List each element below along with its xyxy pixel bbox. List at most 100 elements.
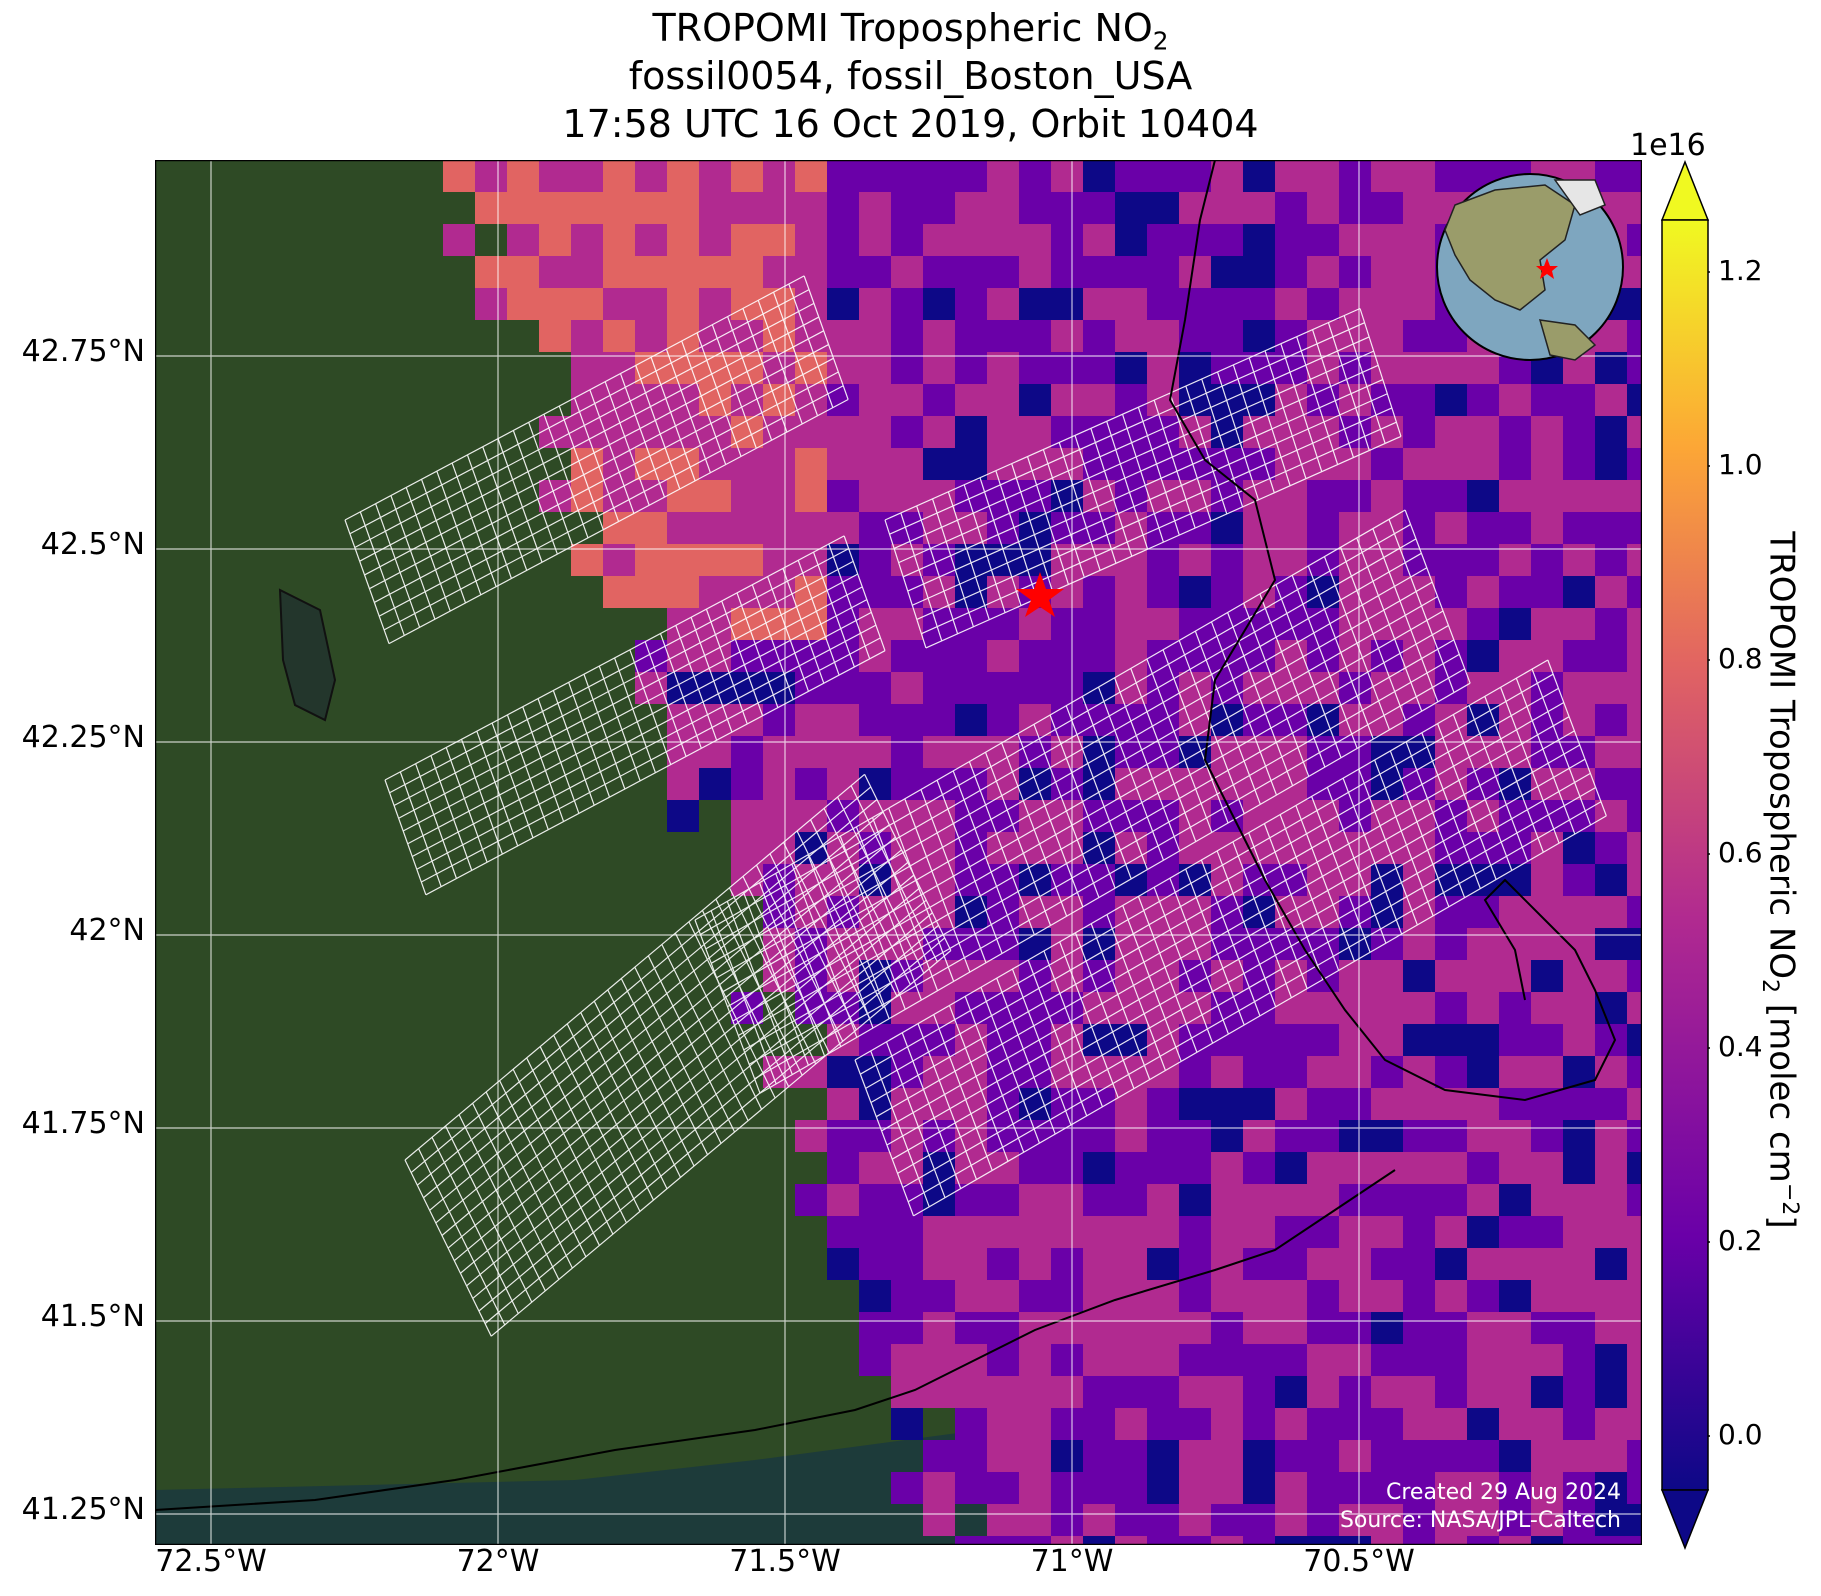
no2-pixel — [1627, 480, 1642, 512]
colorbar-body — [1661, 219, 1709, 1491]
no2-pixel — [1179, 1216, 1211, 1248]
no2-pixel — [1019, 960, 1051, 992]
no2-pixel — [1211, 512, 1243, 544]
no2-pixel — [1307, 256, 1339, 288]
no2-pixel — [1627, 1120, 1642, 1152]
no2-pixel — [763, 192, 795, 224]
no2-pixel — [1083, 768, 1115, 800]
no2-pixel — [1211, 320, 1243, 352]
no2-pixel — [1243, 288, 1275, 320]
no2-pixel — [1563, 1280, 1595, 1312]
no2-pixel — [1563, 1024, 1595, 1056]
globe-south-america — [1538, 319, 1597, 361]
no2-pixel — [1339, 1248, 1371, 1280]
no2-pixel — [1339, 1312, 1371, 1344]
no2-pixel — [1435, 1248, 1467, 1280]
no2-pixel — [1211, 896, 1243, 928]
no2-pixel — [1339, 480, 1371, 512]
no2-pixel — [795, 1056, 827, 1088]
no2-pixel — [1499, 1152, 1531, 1184]
no2-pixel — [1275, 1184, 1307, 1216]
no2-pixel — [1115, 1376, 1147, 1408]
no2-pixel — [859, 672, 891, 704]
no2-pixel — [1403, 992, 1435, 1024]
no2-pixel — [1051, 800, 1083, 832]
no2-pixel — [1083, 608, 1115, 640]
no2-pixel — [1019, 864, 1051, 896]
no2-pixel — [1019, 192, 1051, 224]
no2-pixel — [667, 512, 699, 544]
no2-pixel — [1307, 1536, 1339, 1545]
no2-pixel — [1499, 992, 1531, 1024]
no2-pixel — [1403, 576, 1435, 608]
no2-pixel — [1211, 1216, 1243, 1248]
no2-pixel — [603, 256, 635, 288]
no2-pixel — [923, 1280, 955, 1312]
no2-pixel — [1627, 768, 1642, 800]
no2-pixel — [699, 320, 731, 352]
no2-pixel — [1435, 800, 1467, 832]
no2-pixel — [1083, 1216, 1115, 1248]
no2-pixel — [1179, 1056, 1211, 1088]
no2-pixel — [1339, 1024, 1371, 1056]
no2-pixel — [955, 1440, 987, 1472]
no2-pixel — [923, 1056, 955, 1088]
no2-pixel — [731, 256, 763, 288]
no2-pixel — [1531, 512, 1563, 544]
no2-pixel — [507, 256, 539, 288]
no2-pixel — [1563, 1152, 1595, 1184]
no2-pixel — [923, 1184, 955, 1216]
no2-pixel — [1307, 1248, 1339, 1280]
no2-pixel — [1083, 1440, 1115, 1472]
no2-pixel — [923, 576, 955, 608]
no2-pixel — [1563, 1184, 1595, 1216]
no2-pixel — [1467, 1344, 1499, 1376]
no2-pixel — [1179, 1344, 1211, 1376]
no2-pixel — [1467, 1248, 1499, 1280]
no2-pixel — [891, 384, 923, 416]
no2-pixel — [1115, 576, 1147, 608]
no2-pixel — [1211, 224, 1243, 256]
no2-pixel — [1083, 1152, 1115, 1184]
no2-pixel — [1563, 1440, 1595, 1472]
no2-pixel — [955, 640, 987, 672]
no2-pixel — [1179, 288, 1211, 320]
no2-pixel — [475, 192, 507, 224]
no2-pixel — [1179, 704, 1211, 736]
lat-tick-41-25: 41.25°N — [21, 1492, 145, 1527]
no2-pixel — [1595, 672, 1627, 704]
no2-pixel — [1563, 640, 1595, 672]
no2-pixel — [795, 1184, 827, 1216]
no2-pixel — [1563, 896, 1595, 928]
no2-pixel — [1179, 1504, 1211, 1536]
no2-pixel — [1115, 1248, 1147, 1280]
no2-pixel — [443, 160, 475, 192]
no2-pixel — [1243, 1536, 1275, 1545]
no2-pixel — [1179, 1152, 1211, 1184]
no2-pixel — [635, 320, 667, 352]
no2-pixel — [795, 704, 827, 736]
no2-pixel — [667, 224, 699, 256]
no2-pixel — [1339, 384, 1371, 416]
no2-pixel — [1051, 1376, 1083, 1408]
map-panel[interactable] — [155, 160, 1642, 1545]
no2-pixel — [1499, 1408, 1531, 1440]
no2-pixel — [795, 448, 827, 480]
no2-pixel — [1275, 1408, 1307, 1440]
no2-pixel — [1563, 960, 1595, 992]
no2-pixel — [1403, 288, 1435, 320]
no2-pixel — [955, 224, 987, 256]
no2-pixel — [1147, 224, 1179, 256]
no2-pixel — [1211, 576, 1243, 608]
no2-pixel — [1243, 480, 1275, 512]
no2-pixel — [1435, 1088, 1467, 1120]
no2-pixel — [731, 480, 763, 512]
no2-pixel — [1275, 256, 1307, 288]
no2-pixel — [891, 1216, 923, 1248]
no2-pixel — [1243, 1056, 1275, 1088]
no2-pixel — [1595, 352, 1627, 384]
no2-pixel — [1019, 1376, 1051, 1408]
no2-pixel — [1083, 1248, 1115, 1280]
lon-tick-71-5: 71.5°W — [729, 1544, 841, 1579]
no2-pixel — [1211, 448, 1243, 480]
